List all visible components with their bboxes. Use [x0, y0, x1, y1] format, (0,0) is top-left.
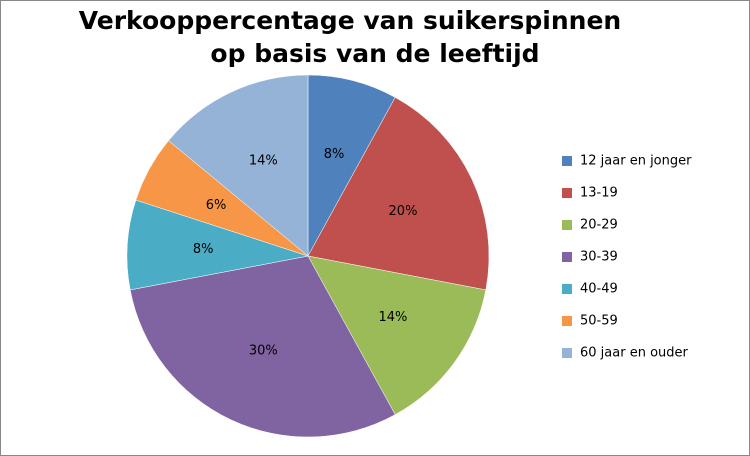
data-label: 14% — [249, 154, 278, 169]
legend-swatch — [562, 348, 572, 358]
legend-label: 20-29 — [580, 218, 618, 233]
data-label: 30% — [249, 343, 278, 358]
legend-label: 60 jaar en ouder — [580, 346, 689, 361]
legend-label: 12 jaar en jonger — [580, 154, 692, 169]
legend-label: 50-59 — [580, 314, 618, 329]
chart-title: op basis van de leeftijd — [210, 39, 539, 68]
legend-swatch — [562, 156, 572, 166]
pie-slice — [307, 97, 490, 291]
legend-swatch — [562, 316, 572, 326]
pie-slice — [126, 199, 309, 291]
chart-title: Verkooppercentage van suikerspinnen — [79, 6, 621, 35]
legend-swatch — [562, 188, 572, 198]
pie-slice — [168, 74, 309, 257]
pie-slice — [307, 74, 396, 257]
data-label: 20% — [389, 204, 418, 219]
legend-label: 13-19 — [580, 186, 618, 201]
legend-label: 30-39 — [580, 250, 618, 265]
data-label: 14% — [378, 310, 407, 325]
legend-swatch — [562, 220, 572, 230]
data-label: 6% — [206, 198, 227, 213]
data-label: 8% — [193, 242, 214, 257]
legend-swatch — [562, 284, 572, 294]
data-label: 8% — [324, 147, 345, 162]
legend-swatch — [562, 252, 572, 262]
pie-slice — [307, 255, 487, 415]
legend-label: 40-49 — [580, 282, 618, 297]
pie-slice — [129, 255, 396, 438]
